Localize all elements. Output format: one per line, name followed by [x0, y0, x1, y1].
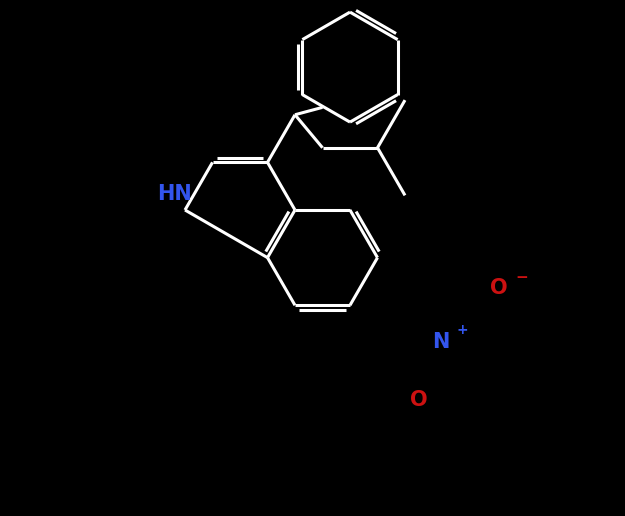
Text: O: O	[490, 278, 508, 298]
Text: O: O	[410, 390, 428, 410]
Text: +: +	[456, 323, 468, 337]
Text: −: −	[515, 270, 528, 285]
Text: HN: HN	[157, 184, 192, 204]
Text: N: N	[432, 332, 449, 352]
